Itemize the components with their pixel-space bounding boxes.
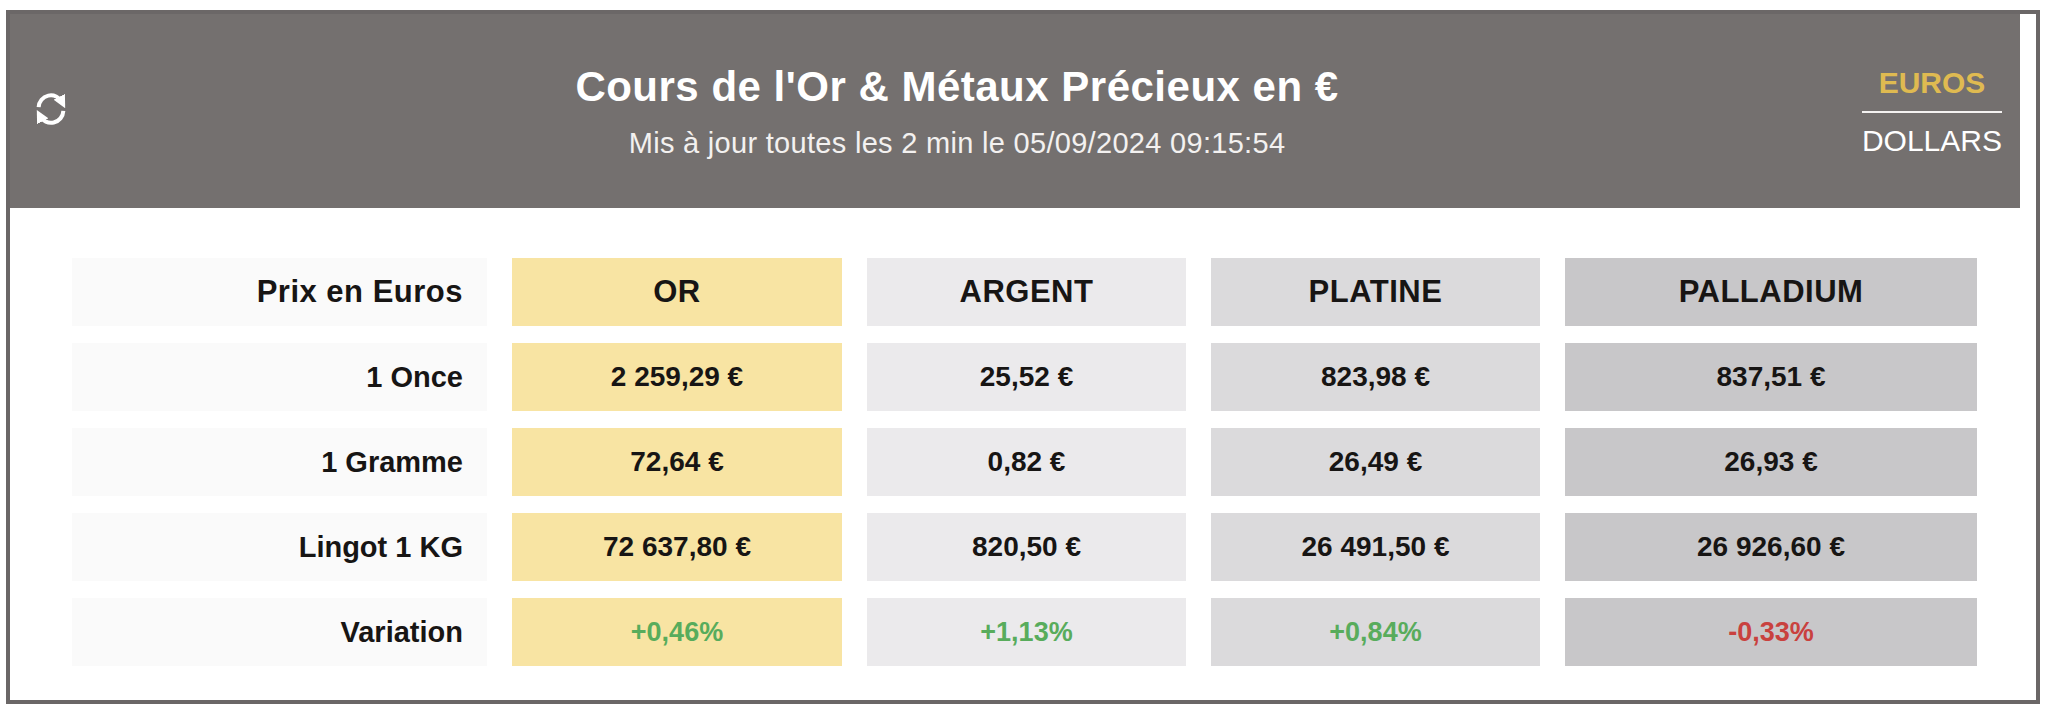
row-label-once: 1 Once — [72, 343, 487, 411]
refresh-button[interactable] — [32, 91, 70, 132]
currency-option-dollars[interactable]: DOLLARS — [1862, 124, 2002, 157]
variation-cell-or: +0,46% — [512, 598, 842, 666]
price-cell-lingot-palladium: 26 926,60 € — [1565, 513, 1977, 581]
price-cell-lingot-argent: 820,50 € — [867, 513, 1186, 581]
variation-cell-palladium: -0,33% — [1565, 598, 1977, 666]
row-label-variation: Variation — [72, 598, 487, 666]
gold-price-widget: Cours de l'Or & Métaux Précieux en € Mis… — [6, 10, 2040, 704]
price-cell-once-or: 2 259,29 € — [512, 343, 842, 411]
column-header-or: OR — [512, 258, 842, 326]
price-cell-gramme-palladium: 26,93 € — [1565, 428, 1977, 496]
refresh-icon — [32, 91, 70, 129]
variation-cell-platine: +0,84% — [1211, 598, 1540, 666]
column-header-palladium: PALLADIUM — [1565, 258, 1977, 326]
header-left — [10, 91, 158, 132]
currency-divider — [1862, 111, 2002, 113]
page-title: Cours de l'Or & Métaux Précieux en € — [158, 63, 1756, 111]
currency-option-euros[interactable]: EUROS — [1862, 66, 2002, 99]
column-header-argent: ARGENT — [867, 258, 1186, 326]
widget-header: Cours de l'Or & Métaux Précieux en € Mis… — [10, 14, 2036, 208]
currency-toggle: EUROS DOLLARS — [1862, 66, 2002, 157]
price-cell-once-argent: 25,52 € — [867, 343, 1186, 411]
scrollbar-strip — [2020, 14, 2036, 208]
price-cell-once-palladium: 837,51 € — [1565, 343, 1977, 411]
corner-header-prix-en-euros: Prix en Euros — [72, 258, 487, 326]
price-cell-lingot-or: 72 637,80 € — [512, 513, 842, 581]
price-table: Prix en Euros OR ARGENT PLATINE PALLADIU… — [72, 258, 1977, 666]
header-title-block: Cours de l'Or & Métaux Précieux en € Mis… — [158, 63, 1756, 160]
row-label-lingot: Lingot 1 KG — [72, 513, 487, 581]
price-cell-once-platine: 823,98 € — [1211, 343, 1540, 411]
last-updated-text: Mis à jour toutes les 2 min le 05/09/202… — [158, 127, 1756, 160]
price-cell-gramme-argent: 0,82 € — [867, 428, 1186, 496]
price-cell-lingot-platine: 26 491,50 € — [1211, 513, 1540, 581]
variation-cell-argent: +1,13% — [867, 598, 1186, 666]
price-cell-gramme-platine: 26,49 € — [1211, 428, 1540, 496]
column-header-platine: PLATINE — [1211, 258, 1540, 326]
price-cell-gramme-or: 72,64 € — [512, 428, 842, 496]
row-label-gramme: 1 Gramme — [72, 428, 487, 496]
header-right: EUROS DOLLARS — [1756, 66, 2036, 157]
